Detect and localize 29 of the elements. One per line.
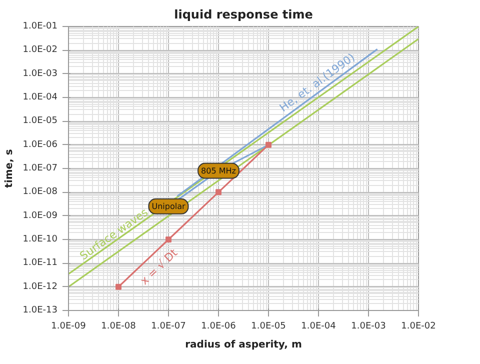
point — [216, 189, 222, 196]
y-tick-label: 1.0E-07 — [22, 164, 58, 174]
y-tick-label: 1.0E-06 — [22, 140, 58, 150]
x-tick-label: 1.0E-09 — [51, 322, 86, 332]
point — [266, 142, 272, 148]
x-tick-label: 1.0E-05 — [251, 322, 286, 332]
chart-title: liquid response time — [174, 8, 313, 22]
y-axis-title: time, s — [4, 149, 15, 188]
y-tick-label: 1.0E-11 — [22, 258, 58, 268]
y-tick-label: 1.0E-12 — [22, 282, 58, 292]
x-tick-label: 1.0E-02 — [401, 322, 436, 332]
y-tick-label: 1.0E-09 — [22, 210, 58, 221]
text: x = √ Dt — [138, 246, 181, 288]
y-tick-label: 1.0E-03 — [22, 68, 58, 79]
x-tick-label: 1.0E-04 — [301, 322, 336, 332]
x-axis-title: radius of asperity, m — [185, 340, 302, 350]
point — [166, 236, 172, 242]
point — [116, 284, 122, 290]
y-tick-label: 1.0E-08 — [22, 187, 58, 198]
x-tick-label: 1.0E-07 — [151, 322, 186, 332]
y-tick-label: 1.0E-05 — [22, 116, 58, 126]
x-tick-label: 1.0E-08 — [101, 322, 136, 332]
y-tick-label: 1.0E-10 — [22, 234, 58, 244]
y-tick-label: 1.0E-04 — [22, 92, 58, 102]
y-tick-label: 1.0E-01 — [22, 22, 58, 32]
x-tick-label: 1.0E-03 — [351, 322, 386, 332]
y-tick-label: 1.0E-02 — [22, 45, 58, 56]
x-tick-label: 1.0E-06 — [201, 322, 236, 332]
y-tick-label: 1.0E-13 — [22, 306, 58, 316]
